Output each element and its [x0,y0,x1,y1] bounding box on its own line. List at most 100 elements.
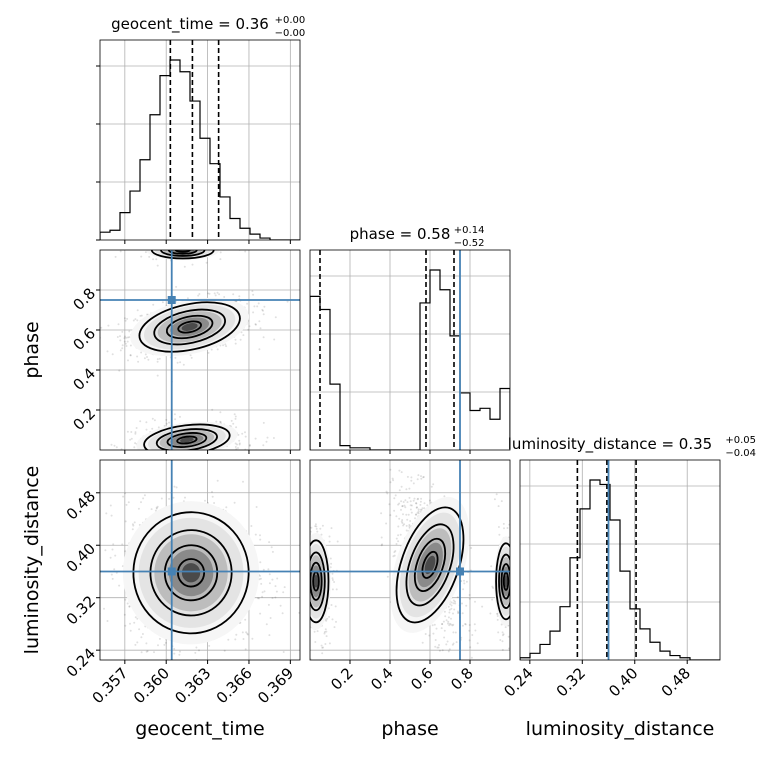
sample-point [393,551,396,554]
sample-point [465,604,468,607]
sample-point [417,512,420,515]
sample-point [208,292,211,295]
sample-point [408,496,411,499]
sample-point [422,454,424,456]
sample-point [424,633,427,635]
sample-point [302,623,304,625]
sample-point [328,535,331,538]
sample-point [410,511,413,514]
sample-point [135,427,138,429]
sample-point [400,508,402,511]
density-fill [504,575,508,588]
sample-point [401,505,404,508]
sample-point [127,359,129,362]
hist-panel-geocent_time: geocent_time = 0.36 +0.00 −0.00 [96,15,305,244]
sample-point [258,320,261,323]
sample-point [501,640,504,643]
sample-point [275,590,278,593]
sample-point [303,602,305,604]
sample-point [409,520,412,522]
sample-point [401,505,404,508]
sample-point [413,497,416,500]
sample-point [255,506,258,508]
sample-point [408,525,411,528]
sample-point [400,471,403,474]
sample-point [513,577,515,579]
sample-point [448,608,451,611]
x-tick-label: 0.40 [605,664,641,700]
sample-point [207,351,210,354]
sample-point [303,588,305,590]
sample-point [229,452,231,454]
sample-point [236,443,238,446]
sample-point [173,485,176,488]
sample-point [151,417,154,420]
sample-point [474,629,477,632]
sample-point [415,502,418,505]
sample-point [219,411,222,414]
panel-title-sup: +0.00 [275,15,306,26]
density-blob [494,536,510,627]
sample-point [381,543,384,546]
sample-point [307,531,309,533]
contour-line [310,539,330,624]
sample-point [520,546,522,548]
sample-point [432,632,435,635]
sample-point [306,615,308,617]
y-tick-label: 0.4 [69,364,99,394]
sample-point [138,628,141,631]
sample-point [273,338,276,341]
sample-point [436,646,439,649]
sample-point [184,451,186,453]
sample-point [271,550,274,553]
sample-point [185,245,187,247]
sample-point [106,350,109,353]
contour-line [500,563,510,600]
truth-marker [167,567,176,576]
sample-point [146,356,148,358]
sample-point [497,526,500,528]
sample-point [187,242,189,244]
sample-point [306,551,308,553]
sample-point [476,642,479,645]
sample-point [397,540,400,543]
sample-point [169,229,171,231]
sample-point [175,486,178,489]
sample-point [504,679,506,681]
panel-title: geocent_time = 0.36 [111,15,269,34]
sample-point [262,444,265,447]
sample-point [177,247,179,249]
sample-point [152,258,155,261]
sample-point [139,451,141,453]
sample-point [223,296,226,298]
sample-point [241,432,244,435]
sample-point [153,463,155,465]
sample-point [325,630,328,633]
sample-point [397,525,400,528]
sample-point [124,520,127,523]
sample-point [136,617,139,620]
sample-point [296,546,298,548]
sample-point [158,450,160,452]
sample-point [307,602,309,604]
sample-point [109,556,112,559]
sample-point [111,577,114,580]
sample-point [233,501,236,504]
contour-line [160,250,206,257]
sample-point [282,591,285,594]
sample-point [398,489,401,492]
sample-point [432,483,435,486]
sample-point [156,264,159,267]
sample-point [394,550,397,552]
contour-line [155,428,218,450]
sample-point [175,285,178,288]
sample-point [223,649,226,652]
sample-point [404,506,407,509]
x-tick-label: 0.6 [407,664,437,694]
sample-point [324,628,327,631]
sample-point [314,523,317,526]
sample-point [140,636,143,639]
sample-point [119,335,121,338]
sample-point [501,634,504,637]
sample-point [468,624,471,626]
